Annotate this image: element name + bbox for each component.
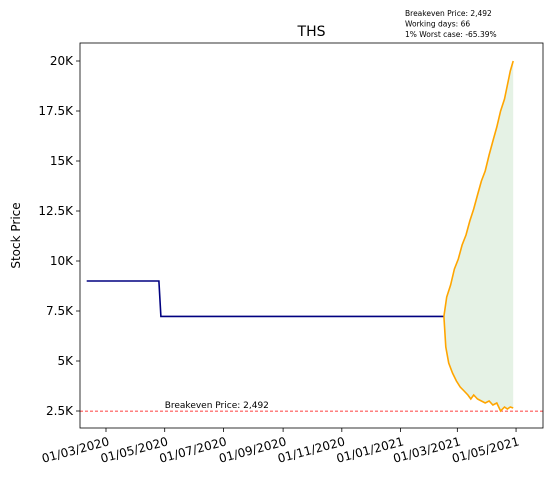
plot-area: Breakeven Price: 2,492 — [80, 60, 543, 413]
y-tick-label: 5K — [57, 354, 74, 368]
annotations: Breakeven Price: 2,492 Working days: 661%… — [405, 9, 497, 39]
breakeven-label: Breakeven Price: 2,492 — [165, 401, 269, 411]
annotation-line: Breakeven Price: 2,492 — [405, 9, 492, 18]
annotation-line: Working days: 66 — [405, 20, 470, 29]
y-tick-label: 17.5K — [38, 104, 74, 118]
historical-price-line — [86, 280, 444, 318]
projection-lower-line — [443, 316, 514, 413]
projection-upper-line — [443, 60, 514, 317]
x-tick-label: 01/11/2020 — [276, 434, 346, 465]
annotation-line: 1% Worst case: -65.39% — [405, 30, 497, 39]
x-tick-label: 01/05/2021 — [450, 434, 520, 465]
x-tick-label: 01/07/2020 — [158, 434, 228, 465]
y-tick-label: 10K — [50, 254, 74, 268]
y-tick-label: 15K — [50, 154, 74, 168]
y-tick-label: 20K — [50, 54, 74, 68]
y-tick-label: 2.5K — [46, 404, 74, 418]
chart-title: THS — [297, 24, 326, 40]
projection-range-fill — [443, 61, 514, 411]
y-axis-label: Stock Price — [9, 202, 23, 268]
x-tick-label: 01/09/2020 — [217, 434, 287, 465]
x-axis: 01/03/202001/05/202001/07/202001/09/2020… — [40, 428, 521, 466]
plot-frame — [79, 42, 544, 429]
x-tick-label: 01/05/2020 — [99, 434, 169, 465]
x-tick-label: 01/03/2020 — [40, 434, 110, 465]
y-tick-label: 7.5K — [46, 304, 74, 318]
y-axis: 2.5K 5K 7.5K 10K 12.5K 15K 17.5K 20K — [38, 54, 80, 418]
y-tick-label: 12.5K — [38, 204, 74, 218]
